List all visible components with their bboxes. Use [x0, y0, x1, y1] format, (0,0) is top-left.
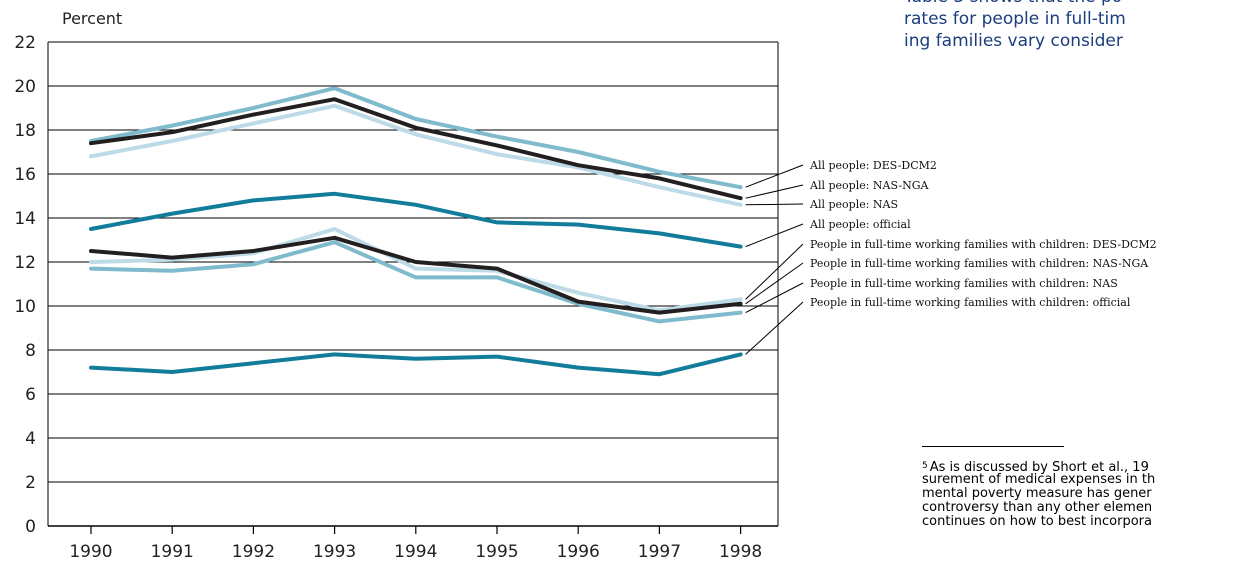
x-tick-label: 1998 [719, 542, 762, 561]
x-tick-label: 1992 [232, 542, 275, 561]
footnote-line: mental poverty measure has gener [922, 486, 1152, 501]
x-tick-label: 1996 [557, 542, 600, 561]
footnote-line: controversy than any other elemen [922, 500, 1153, 515]
series-line-7 [89, 240, 743, 324]
series-line-6 [89, 235, 743, 315]
gridlines [47, 41, 779, 527]
legend-leader-line [745, 184, 804, 199]
legend-leader-line [745, 301, 804, 355]
x-tick-label: 1993 [313, 542, 356, 561]
legend-entry: People in full-time working families wit… [810, 277, 1118, 290]
x-tick-label: 1991 [151, 542, 194, 561]
body-text-line: ing families vary consider [904, 31, 1123, 51]
x-tick-label: 1994 [394, 542, 437, 561]
series-line-8 [89, 352, 743, 377]
legend-entry: All people: NAS-NGA [809, 179, 930, 192]
y-tick-label: 0 [25, 517, 36, 537]
legend-entry: People in full-time working families wit… [810, 296, 1131, 309]
series-line-3 [89, 103, 743, 207]
y-tick-label: 12 [14, 253, 36, 273]
legend-leader-line [745, 282, 804, 314]
x-tick-label: 1995 [475, 542, 518, 561]
y-axis-label: Percent [62, 9, 122, 28]
y-tick-label: 2 [25, 473, 36, 493]
legend: All people: DES-DCM2 All people: NAS-NGA A… [745, 159, 1157, 355]
y-tick-label: 10 [14, 297, 36, 317]
body-text-line: rates for people in full-tim [904, 9, 1126, 29]
legend-entry: All people: official [809, 218, 911, 231]
x-tick-label: 1990 [69, 542, 112, 561]
y-tick-label: 8 [25, 341, 36, 361]
footnote-line: As is discussed by Short et al., 19 [929, 460, 1149, 475]
y-tick-label: 4 [25, 429, 36, 449]
series-line-2 [89, 97, 743, 201]
body-text-column: Table 3 shows that the po rates for peop… [904, 0, 1236, 52]
x-tick-label: 1997 [638, 542, 681, 561]
footnote-divider [922, 446, 1064, 447]
footnote-number: 5 [922, 461, 928, 471]
legend-entry: All people: DES-DCM2 [809, 159, 937, 172]
legend-entry: People in full-time working families wit… [810, 238, 1157, 251]
footnote-line: continues on how to best incorpora [922, 514, 1152, 529]
y-tick-label: 18 [14, 121, 36, 141]
legend-entry: People in full-time working families wit… [810, 257, 1149, 270]
footnote: 5 As is discussed by Short et al., 19 sur… [922, 459, 1236, 561]
y-tick-label: 14 [14, 209, 36, 229]
y-tick-label: 20 [14, 77, 36, 97]
y-tick-label: 22 [14, 33, 36, 53]
legend-entry: All people: NAS [809, 198, 898, 211]
legend-leader-line [745, 164, 804, 188]
legend-leader-line [745, 223, 804, 248]
series-line-4 [89, 191, 743, 249]
y-tick-label: 6 [25, 385, 36, 405]
y-tick-label: 16 [14, 165, 36, 185]
series-line-1 [89, 86, 743, 190]
series-lines [89, 86, 743, 377]
legend-leader-line [745, 262, 804, 305]
y-tick-labels: 0 2 4 6 8 10 12 14 16 18 20 22 [14, 33, 36, 537]
legend-leader-line [745, 203, 804, 206]
x-tick-labels: 1990 1991 1992 1993 1994 1995 1996 1997 1998 [69, 526, 762, 561]
legend-leader-line [745, 243, 804, 300]
footnote-line: surement of medical expenses in th [922, 472, 1156, 487]
series-line-5 [89, 227, 743, 313]
body-text-line: Table 3 shows that the po [904, 0, 1236, 8]
